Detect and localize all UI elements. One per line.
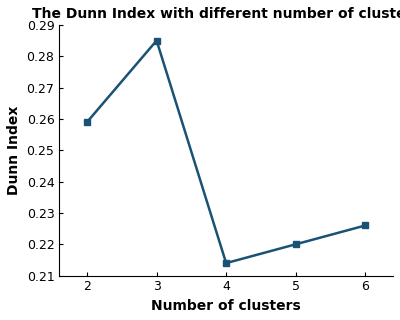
- Y-axis label: Dunn Index: Dunn Index: [7, 106, 21, 195]
- X-axis label: Number of clusters: Number of clusters: [151, 299, 301, 313]
- Title: The Dunn Index with different number of clusters: The Dunn Index with different number of …: [32, 7, 400, 21]
